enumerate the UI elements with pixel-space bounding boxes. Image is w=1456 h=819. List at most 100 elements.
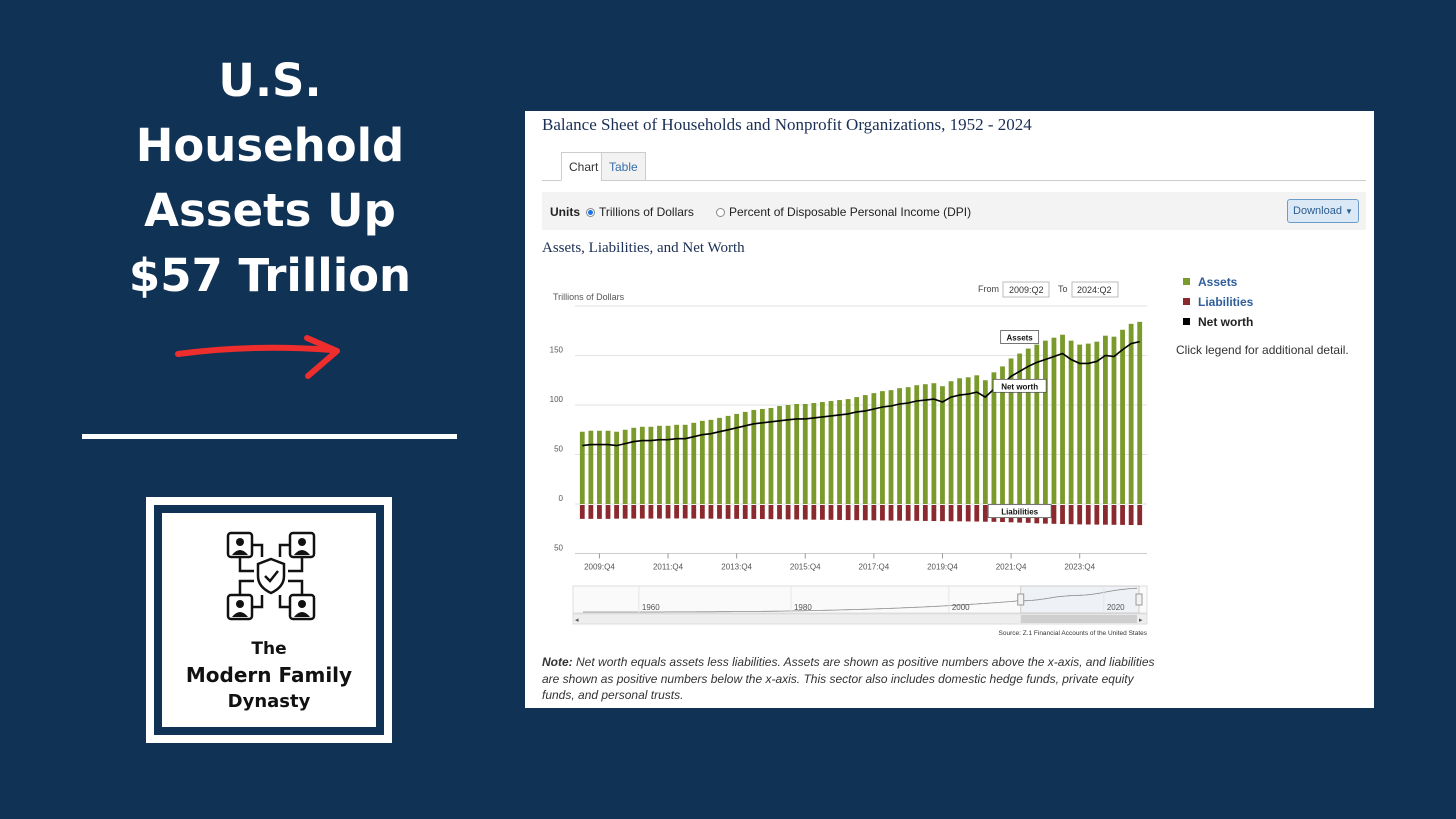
bar-assets bbox=[597, 430, 602, 504]
bar-assets bbox=[1094, 341, 1100, 504]
tab-chart[interactable]: Chart bbox=[561, 152, 607, 181]
bar-assets bbox=[1137, 321, 1143, 504]
bar-liabilities bbox=[845, 505, 851, 521]
bar-assets bbox=[785, 405, 791, 504]
bar-assets bbox=[1068, 340, 1074, 504]
bar-liabilities bbox=[622, 505, 628, 519]
bar-liabilities bbox=[759, 505, 765, 520]
bar-liabilities bbox=[837, 505, 842, 520]
range-navigator[interactable]: 1960 1980 2000 2020 ◂ ▸ bbox=[572, 585, 1148, 625]
bar-liabilities bbox=[931, 505, 937, 522]
radio-percent-dpi-label[interactable]: Percent of Disposable Personal Income (D… bbox=[729, 205, 972, 219]
units-bar: Units Trillions of Dollars Percent of Di… bbox=[542, 192, 1366, 230]
to-input-value: 2024:Q2 bbox=[1077, 285, 1112, 295]
bar-assets bbox=[759, 408, 765, 504]
bar-assets bbox=[682, 424, 688, 504]
bar-liabilities bbox=[862, 505, 868, 521]
bar-liabilities bbox=[1085, 505, 1091, 525]
radio-trillions[interactable] bbox=[586, 208, 595, 217]
y-tick-label: 0 bbox=[559, 494, 564, 503]
bar-assets bbox=[811, 403, 817, 504]
bar-assets bbox=[708, 419, 714, 504]
headline-line-3: Assets Up bbox=[144, 184, 396, 237]
y-tick-label: 100 bbox=[550, 395, 564, 404]
bar-liabilities bbox=[717, 505, 722, 519]
chart-note: Note: Net worth equals assets less liabi… bbox=[542, 654, 1162, 704]
y-tick-label: 50 bbox=[554, 544, 563, 553]
bar-liabilities bbox=[777, 505, 782, 520]
x-tick-label: 2023:Q4 bbox=[1064, 563, 1095, 572]
bar-liabilities bbox=[631, 505, 637, 519]
bar-liabilities bbox=[880, 505, 885, 521]
bar-assets bbox=[991, 372, 997, 504]
bar-assets bbox=[871, 393, 877, 504]
bar-assets bbox=[888, 390, 894, 504]
units-label: Units bbox=[550, 205, 580, 219]
bar-assets bbox=[820, 402, 825, 504]
bar-liabilities bbox=[957, 505, 963, 522]
bar-assets bbox=[734, 413, 740, 504]
bar-assets bbox=[674, 424, 680, 504]
bar-liabilities bbox=[794, 505, 800, 520]
bar-liabilities bbox=[751, 505, 757, 519]
logo-line-1: The bbox=[251, 639, 287, 659]
bar-liabilities bbox=[974, 505, 980, 522]
bar-liabilities bbox=[811, 505, 817, 520]
bar-liabilities bbox=[1060, 505, 1065, 525]
headline: U.S. Household Assets Up $57 Trillion bbox=[120, 48, 420, 308]
bar-assets bbox=[639, 426, 645, 504]
bar-assets bbox=[897, 388, 902, 504]
bar-assets bbox=[1077, 344, 1083, 504]
bar-assets bbox=[648, 426, 654, 504]
to-input[interactable] bbox=[1071, 281, 1119, 298]
divider-line bbox=[82, 434, 457, 439]
panel-title: Balance Sheet of Households and Nonprofi… bbox=[542, 115, 1032, 134]
bar-assets bbox=[1042, 340, 1048, 504]
x-tick-label: 2011:Q4 bbox=[653, 563, 684, 572]
bar-liabilities bbox=[768, 505, 774, 520]
bar-liabilities bbox=[674, 505, 680, 519]
from-label: From bbox=[978, 284, 999, 294]
annotation-liabilities: Liabilities bbox=[1001, 508, 1038, 517]
bar-liabilities bbox=[871, 505, 877, 521]
bar-liabilities bbox=[699, 505, 705, 519]
legend-swatch-assets bbox=[1183, 278, 1190, 285]
y-tick-label: 150 bbox=[550, 346, 564, 355]
from-input[interactable] bbox=[1002, 281, 1050, 298]
tab-table[interactable]: Table bbox=[601, 152, 646, 181]
download-button[interactable]: Download ▼ bbox=[1287, 199, 1359, 223]
brand-logo: The Modern Family Dynasty bbox=[146, 497, 392, 743]
legend-label-assets: Assets bbox=[1198, 275, 1238, 289]
bar-liabilities bbox=[965, 505, 971, 522]
arrow-right-icon bbox=[175, 335, 340, 379]
annotation-net-worth-box bbox=[992, 378, 1047, 393]
bar-assets bbox=[940, 386, 945, 504]
bar-assets bbox=[828, 401, 834, 504]
bar-assets bbox=[622, 429, 628, 504]
y-tick-label: 50 bbox=[554, 445, 563, 454]
bar-assets bbox=[948, 381, 954, 504]
bar-assets bbox=[1085, 343, 1091, 504]
view-tabs: Chart Table bbox=[542, 152, 1366, 181]
bar-liabilities bbox=[725, 505, 731, 519]
bar-assets bbox=[854, 397, 860, 504]
bar-assets bbox=[957, 378, 963, 504]
radio-percent-dpi[interactable] bbox=[716, 208, 725, 217]
bar-assets bbox=[982, 380, 988, 504]
radio-trillions-label[interactable]: Trillions of Dollars bbox=[599, 205, 694, 219]
bar-liabilities bbox=[1111, 505, 1117, 525]
annotation-assets: Assets bbox=[1007, 334, 1034, 343]
bar-liabilities bbox=[888, 505, 894, 521]
navigator-scrollbar-thumb bbox=[1020, 615, 1137, 623]
y-axis-label: Trillions of Dollars bbox=[553, 292, 625, 302]
bar-assets bbox=[802, 404, 808, 504]
balance-sheet-panel: Balance Sheet of Households and Nonprofi… bbox=[525, 111, 1374, 708]
navigator-label: 1960 bbox=[642, 603, 660, 612]
bar-liabilities bbox=[734, 505, 740, 519]
note-text: Net worth equals assets less liabilities… bbox=[542, 655, 1155, 702]
bar-liabilities bbox=[639, 505, 645, 519]
logo-line-3: Dynasty bbox=[227, 691, 311, 712]
headline-line-1: U.S. bbox=[218, 54, 322, 107]
bar-liabilities bbox=[1068, 505, 1074, 525]
bar-assets bbox=[751, 409, 757, 504]
